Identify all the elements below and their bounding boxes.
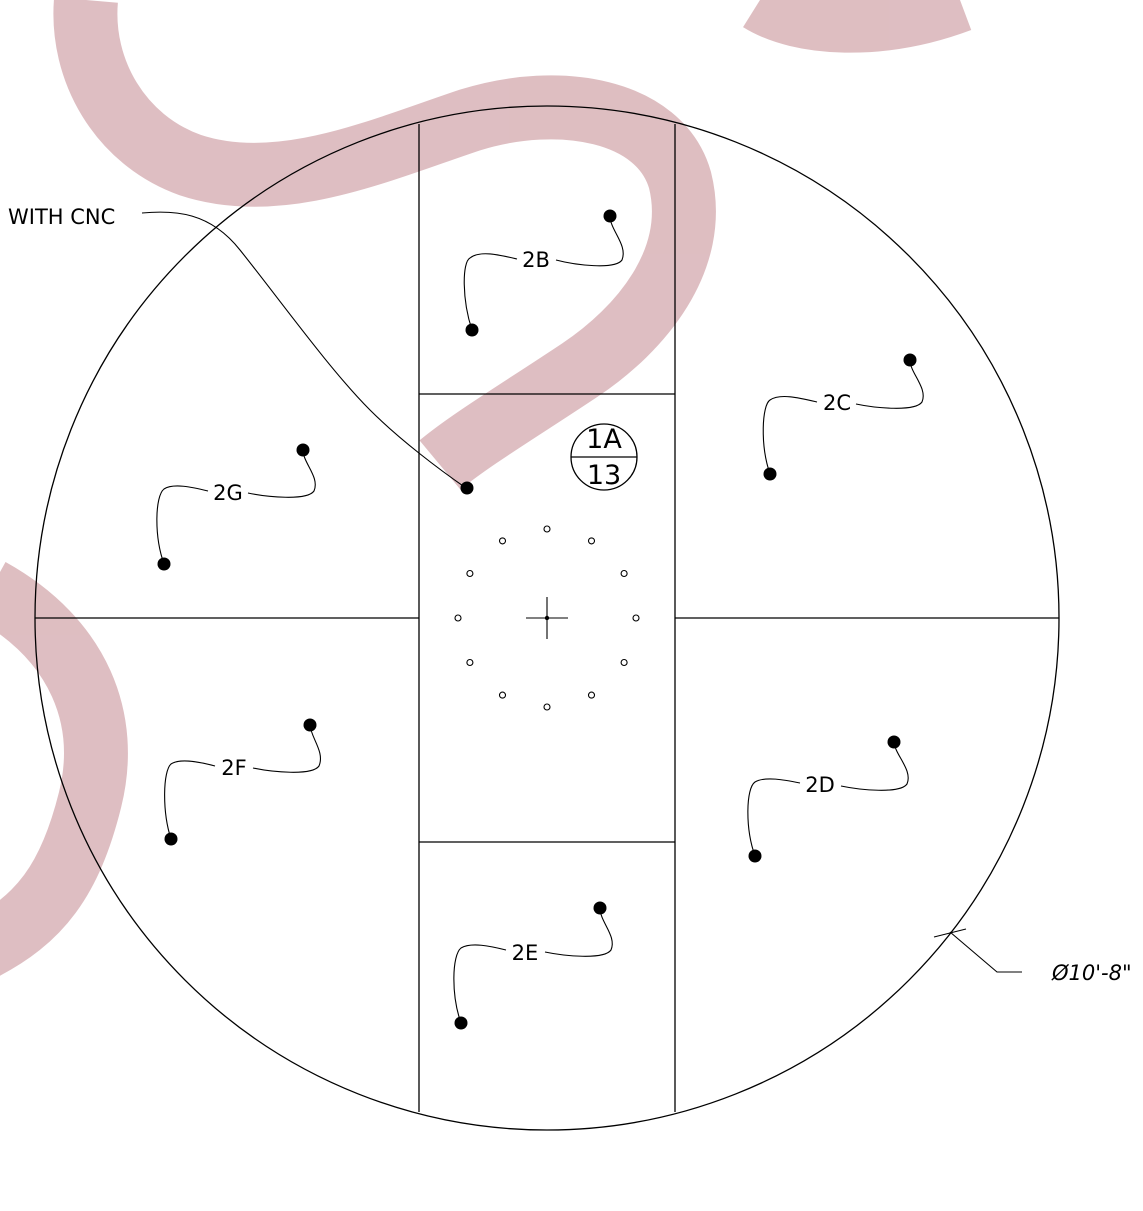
bolt-hole bbox=[454, 614, 462, 622]
bolt-hole bbox=[498, 537, 507, 545]
bolt-hole bbox=[632, 614, 640, 622]
panel-label-2g: 2G bbox=[213, 481, 243, 505]
bolt-hole bbox=[466, 658, 474, 667]
bolt-hole bbox=[466, 569, 474, 578]
panel-label-2c: 2C bbox=[823, 391, 851, 415]
center-mark bbox=[526, 597, 568, 639]
panel-label-2e: 2E bbox=[512, 941, 539, 965]
cnc-note-text: WITH CNC bbox=[8, 205, 115, 229]
bolt-hole bbox=[587, 691, 596, 699]
diameter-text: Ø10'-8" bbox=[1051, 961, 1132, 985]
panel-2d-callout: 2D bbox=[747, 735, 909, 863]
panel-2g-callout: 2G bbox=[156, 443, 316, 571]
panel-grid bbox=[35, 124, 1059, 1112]
detail-bubble: 1A 13 bbox=[570, 423, 638, 491]
panel-label-2b: 2B bbox=[522, 248, 550, 272]
bolt-hole bbox=[543, 703, 551, 711]
bolt-hole bbox=[543, 525, 551, 533]
watermark-ribbon-left bbox=[0, 562, 128, 976]
watermark-ribbon-right bbox=[743, 0, 972, 53]
cnc-leader-line bbox=[141, 211, 467, 489]
diameter-callout: Ø10'-8" bbox=[933, 928, 1132, 985]
panel-label-2d: 2D bbox=[805, 773, 835, 797]
detail-bubble-bottom: 13 bbox=[587, 460, 621, 491]
panel-2c-callout: 2C bbox=[762, 353, 924, 481]
panel-2f-callout: 2F bbox=[164, 718, 321, 846]
cnc-note-callout: WITH CNC bbox=[8, 205, 474, 495]
bolt-hole bbox=[620, 569, 628, 578]
bolt-hole bbox=[498, 691, 507, 699]
cnc-leader-dot bbox=[460, 481, 474, 495]
watermark bbox=[0, 0, 972, 976]
panel-2e-callout: 2E bbox=[453, 901, 613, 1030]
panel-2b-callout: 2B bbox=[463, 209, 624, 337]
watermark-ribbon-top bbox=[53, 0, 716, 490]
detail-bubble-top: 1A bbox=[586, 424, 622, 455]
bolt-hole bbox=[620, 658, 628, 667]
bolt-circle bbox=[454, 525, 640, 711]
bolt-hole bbox=[587, 537, 596, 545]
panel-label-2f: 2F bbox=[221, 756, 246, 780]
